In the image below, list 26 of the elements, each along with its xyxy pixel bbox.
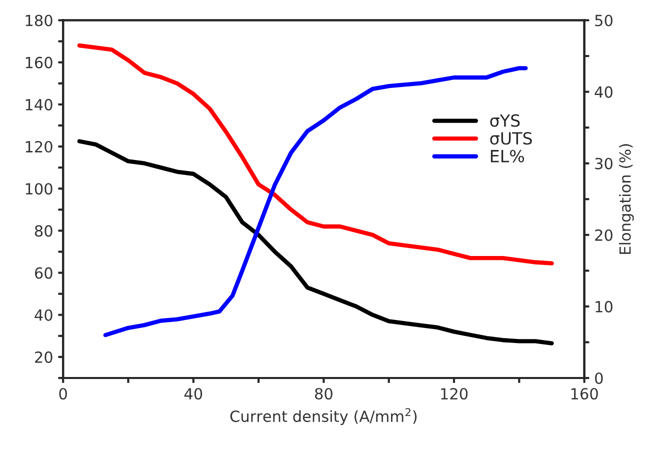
- x-tick-label: 160: [571, 388, 598, 400]
- y2-tick-label: 50: [595, 14, 612, 26]
- y2-axis-title: Elongation (%): [619, 144, 634, 254]
- line-series: [77, 43, 554, 266]
- y-tick-label: 120: [26, 140, 52, 153]
- x-tick-label: 120: [441, 388, 468, 400]
- x-axis-title: Current density (A/mm$^{2}$): [230, 408, 417, 426]
- y2-tick-label: 40: [594, 86, 612, 98]
- y2-tick-label: 10: [596, 300, 612, 312]
- y2-tick-label: 30: [595, 158, 612, 170]
- x-tick-label: 0: [59, 388, 67, 400]
- legend-label: σUTS: [490, 132, 532, 145]
- y2-tick-label: 20: [595, 229, 612, 241]
- y-tick-label: 60: [34, 267, 52, 279]
- legend-label: σYS: [490, 114, 520, 127]
- y-tick-label: 160: [26, 56, 52, 68]
- y-tick-label: 20: [35, 351, 52, 363]
- y-tick-label: 80: [34, 225, 52, 237]
- legend-label: EL%: [490, 150, 524, 162]
- y-tick-label: 180: [26, 14, 52, 26]
- x-tick-label: 80: [315, 388, 332, 400]
- y-tick-label: 100: [26, 183, 52, 195]
- y2-tick-label: 0: [595, 372, 603, 384]
- x-tick-label: 40: [184, 388, 202, 400]
- y-tick-label: 40: [34, 309, 52, 321]
- y-tick-label: 140: [26, 98, 52, 110]
